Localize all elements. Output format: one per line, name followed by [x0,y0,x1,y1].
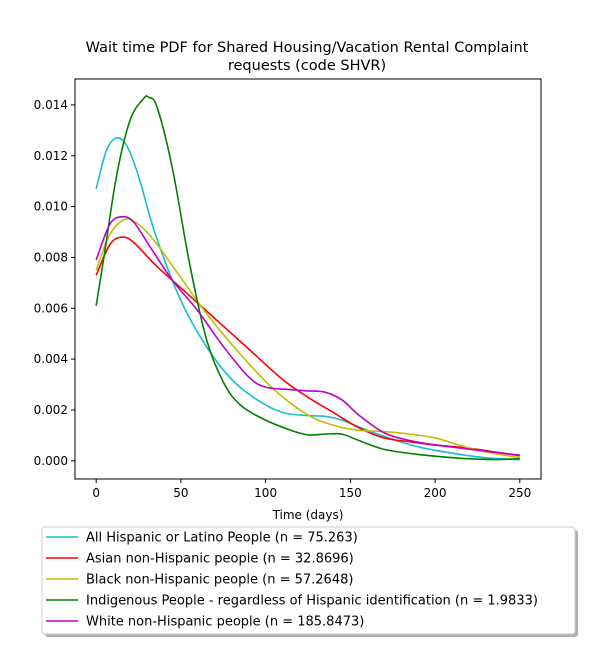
y-tick-label: 0.014 [34,98,68,112]
y-tick-label: 0.004 [34,352,68,366]
series-line-3 [95,95,520,461]
y-tick-label: 0.000 [34,454,68,468]
chart-title-line1: Wait time PDF for Shared Housing/Vacatio… [86,40,529,56]
chart-title-line2: requests (code SHVR) [228,58,386,74]
series-line-4 [95,215,520,457]
x-axis-label: Time (days) [272,508,344,522]
series-line-2 [95,218,520,459]
x-tick-label: 150 [339,486,362,500]
tick-layer: 0 50 100 150 200 250 0.000 0.002 0.004 0.006 0.008… [34,98,532,500]
y-tick-label: 0.008 [34,250,68,264]
series-line-0 [95,137,520,461]
legend-label-4: White non-Hispanic people (n = 185.8473) [86,615,364,630]
x-tick-label: 0 [92,486,100,500]
y-tick-label: 0.006 [34,301,68,315]
series-line-1 [95,236,520,457]
legend-items: All Hispanic or Latino People (n = 75.26… [46,531,538,630]
x-tick-label: 100 [254,486,277,500]
legend-label-3: Indigenous People - regardless of Hispan… [86,594,538,609]
legend-box [41,526,576,635]
y-tick-label: 0.012 [34,149,68,163]
x-tick-label: 250 [508,486,531,500]
legend-label-2: Black non-Hispanic people (n = 57.2648) [86,573,353,588]
legend: All Hispanic or Latino People (n = 75.26… [41,526,578,637]
y-tick-label: 0.010 [34,200,68,214]
x-tick-label: 50 [173,486,188,500]
legend-label-0: All Hispanic or Latino People (n = 75.26… [86,531,358,546]
y-tick-label: 0.002 [34,403,68,417]
plot-frame [74,78,542,480]
series-layer [95,95,520,461]
legend-label-1: Asian non-Hispanic people (n = 32.8696) [86,552,354,567]
x-tick-label: 200 [424,486,447,500]
